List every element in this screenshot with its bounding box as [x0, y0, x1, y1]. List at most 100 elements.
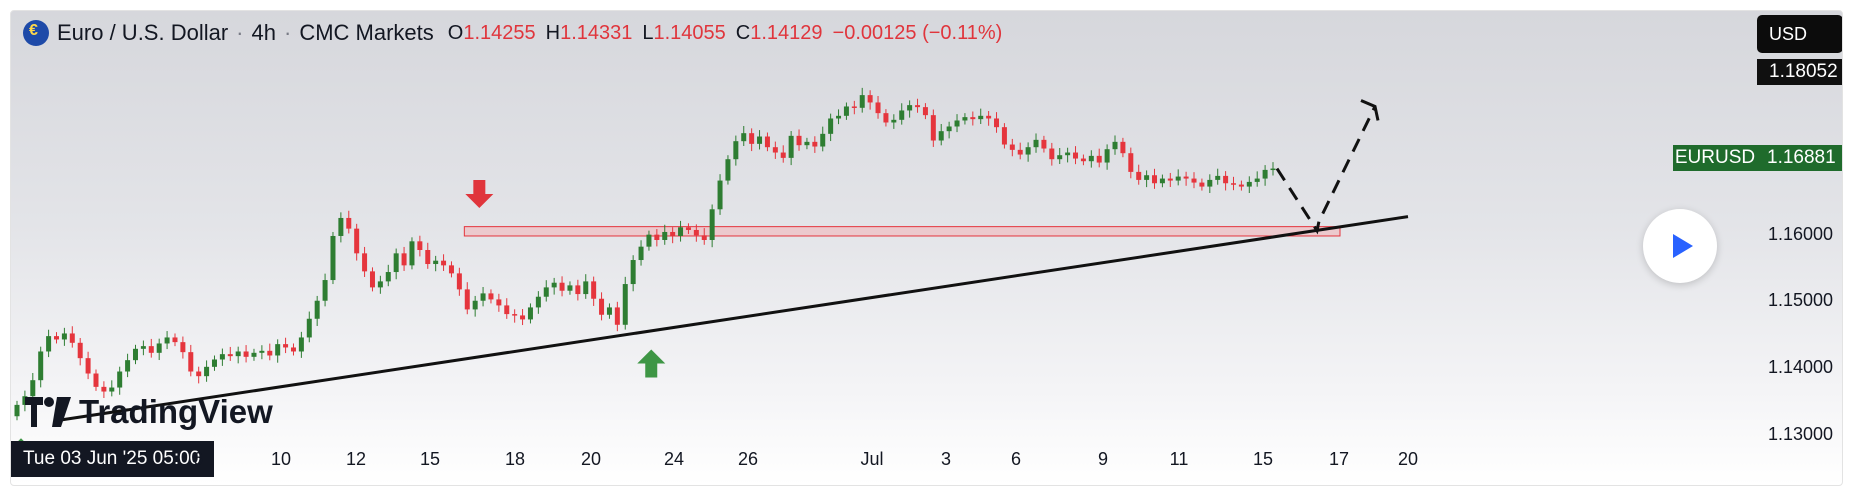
candle-body	[306, 318, 312, 338]
candle-body	[543, 287, 549, 297]
candle-body	[322, 280, 328, 301]
candle-body	[1128, 153, 1134, 172]
watermark-text: TradingView	[79, 393, 273, 430]
candle-body	[741, 133, 747, 142]
candle-body	[140, 346, 146, 349]
separator-dot: ·	[283, 20, 292, 45]
candle-body	[1001, 127, 1007, 145]
candle-body	[1120, 141, 1126, 154]
candle-body	[922, 107, 928, 116]
candle-body	[1262, 169, 1268, 179]
low-value: 1.14055	[653, 21, 726, 44]
candle-body	[1033, 139, 1039, 148]
candle-body	[132, 348, 138, 361]
currency-button[interactable]: USD	[1757, 15, 1842, 53]
candle-body	[804, 141, 810, 146]
crosshair-time-label: Tue 03 Jun '25 05:00	[11, 441, 215, 477]
candle-body	[219, 354, 225, 360]
candle-body	[77, 342, 83, 359]
candle-body	[488, 293, 494, 300]
candle-body	[1104, 149, 1110, 163]
candle-body	[859, 95, 865, 108]
close-label: C	[735, 21, 751, 44]
resistance-zone	[463, 226, 1341, 237]
candle-body	[796, 135, 802, 146]
candle-body	[717, 180, 723, 210]
price-tick-label: 1.13000	[1768, 423, 1834, 444]
candle-body	[164, 337, 170, 344]
price-tick-label: 1.15000	[1768, 290, 1834, 311]
candle-body	[527, 307, 533, 320]
time-tick-label: 18	[504, 449, 526, 469]
candle-body	[425, 250, 431, 265]
candle-body	[196, 371, 202, 377]
candle-body	[101, 386, 107, 392]
candle-body	[369, 271, 375, 288]
candle-body	[464, 289, 470, 310]
candle-body	[1175, 176, 1181, 181]
candle-body	[725, 159, 731, 181]
play-button[interactable]	[1643, 209, 1717, 283]
tradingview-logo-icon	[25, 397, 71, 427]
interval-label[interactable]: 4h	[251, 20, 276, 45]
candle-body	[1017, 149, 1023, 155]
candle-body	[251, 352, 257, 357]
candle-body	[1183, 176, 1189, 179]
candlestick-chart[interactable]	[11, 11, 1842, 485]
candle-body	[1144, 175, 1150, 180]
open-value: 1.14255	[463, 21, 536, 44]
time-tick-label: 10	[270, 449, 292, 469]
candle-body	[1191, 178, 1197, 183]
exchange-label: CMC Markets	[299, 20, 434, 45]
candle-body	[915, 105, 921, 108]
time-tick-label: Jul	[860, 449, 884, 469]
candle-body	[1238, 184, 1244, 187]
candle-body	[1049, 148, 1055, 160]
candle-body	[614, 307, 620, 325]
candle-body	[1159, 178, 1165, 184]
candle-body	[551, 282, 557, 288]
candle-body	[61, 333, 67, 340]
candle-body	[117, 371, 123, 388]
euro-flag-icon	[23, 20, 49, 46]
candle-body	[654, 234, 660, 240]
close-value: 1.14129	[750, 21, 823, 44]
top-price-tag: 1.18052	[1757, 59, 1842, 85]
price-tick-label: 1.16000	[1768, 223, 1834, 244]
time-tick-label: 12	[345, 449, 367, 469]
candle-body	[646, 234, 652, 247]
candle-body	[243, 351, 249, 357]
candle-body	[512, 314, 518, 316]
candle-body	[30, 380, 36, 397]
candle-body	[275, 344, 281, 356]
candle-body	[930, 115, 936, 141]
candle-body	[204, 366, 210, 377]
tradingview-watermark: TradingView	[25, 393, 273, 431]
candle-body	[575, 285, 581, 295]
candle-body	[685, 227, 691, 230]
candle-body	[875, 102, 881, 114]
time-tick-label: 26	[737, 449, 759, 469]
projection-path	[1275, 105, 1377, 235]
candle-body	[812, 141, 818, 147]
time-tick-label: 17	[1328, 449, 1350, 469]
candle-body	[583, 281, 589, 295]
candle-body	[662, 231, 668, 240]
candle-body	[393, 253, 399, 273]
symbol-name[interactable]: Euro / U.S. Dollar	[57, 20, 229, 45]
time-tick-label: 20	[580, 449, 602, 469]
candle-body	[1207, 179, 1213, 187]
time-tick-label: 6	[192, 449, 204, 469]
candle-body	[314, 300, 320, 319]
open-label: O	[447, 21, 464, 44]
chart-legend: Euro / U.S. Dollar · 4h · CMC Markets O1…	[23, 19, 1002, 47]
change-value: −0.00125 (−0.11%)	[832, 21, 1003, 44]
candle-body	[480, 293, 486, 301]
candle-body	[338, 217, 344, 236]
separator-dot: ·	[236, 20, 244, 45]
candle-body	[938, 131, 944, 141]
candle-body	[346, 217, 352, 229]
pair-label-tag: EURUSD	[1673, 145, 1757, 171]
time-tick-label: 20	[1397, 449, 1419, 469]
candle-body	[188, 352, 194, 372]
